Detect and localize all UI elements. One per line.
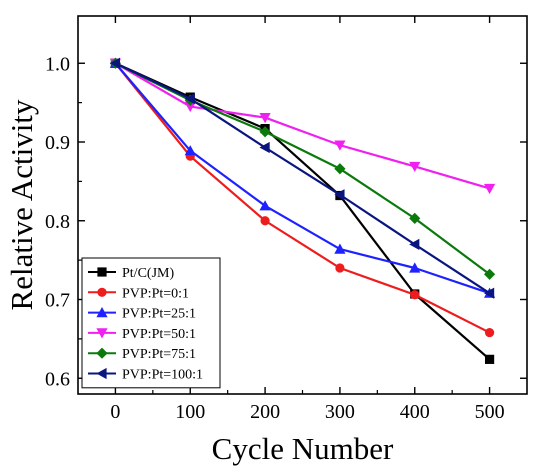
data-point — [259, 126, 271, 138]
data-point — [483, 287, 495, 299]
series-line-4 — [114, 62, 490, 190]
data-point — [483, 268, 496, 280]
data-point — [109, 57, 121, 69]
series-line-5 — [114, 62, 491, 276]
x-tick-label: 500 — [475, 401, 505, 423]
legend-marker — [97, 267, 107, 277]
x-tick-label: 300 — [325, 401, 355, 423]
series-line-3 — [114, 62, 490, 295]
data-point — [334, 163, 346, 175]
legend-marker — [96, 328, 108, 339]
legend-marker — [97, 287, 107, 297]
data-point — [335, 263, 345, 273]
data-point — [334, 140, 346, 151]
y-tick-label: 0.9 — [45, 132, 70, 154]
legend-box — [81, 257, 221, 389]
legend-label: PVP:Pt=0:1 — [122, 286, 189, 301]
data-point — [334, 243, 346, 254]
legend-label: PVP:Pt=100:1 — [122, 368, 203, 383]
x-axis-title: Cycle Number — [212, 431, 394, 466]
data-point — [184, 93, 195, 105]
y-tick-label: 0.7 — [45, 290, 70, 312]
data-point — [259, 200, 271, 211]
legend-label: PVP:Pt=75:1 — [122, 347, 196, 362]
data-point — [484, 327, 495, 338]
y-axis-title: Relative Activity — [4, 99, 39, 310]
data-point — [409, 262, 421, 273]
data-point — [483, 183, 496, 195]
x-tick-label: 100 — [175, 401, 205, 423]
data-point — [259, 141, 270, 154]
y-tick-label: 1.0 — [45, 53, 70, 75]
data-point — [184, 145, 196, 156]
data-point — [184, 101, 196, 113]
y-tick-label: 0.8 — [45, 211, 70, 233]
data-point — [409, 238, 420, 250]
series-line-1 — [114, 62, 491, 361]
data-point — [259, 112, 271, 124]
x-tick-label: 200 — [250, 401, 280, 423]
series-line-2 — [114, 62, 491, 334]
x-tick-label: 400 — [400, 401, 430, 423]
legend-marker — [96, 367, 107, 380]
data-point — [260, 216, 270, 226]
axes: 0 100 200 300 400 500 0.6 0.7 0.8 0.9 1.0 — [45, 15, 528, 423]
data-point — [409, 212, 421, 224]
legend-marker — [96, 347, 108, 359]
legend-marker — [96, 307, 108, 318]
data-point — [484, 354, 495, 364]
legend: Pt/C(JM) PVP:Pt=0:1 PVP:Pt=25:1 PVP:Pt=50:1… — [81, 257, 221, 389]
data-point — [334, 189, 345, 201]
data-point — [410, 290, 420, 300]
y-tick-label: 0.6 — [45, 368, 70, 390]
legend-label: PVP:Pt=50:1 — [122, 327, 196, 342]
data-point — [409, 161, 421, 173]
series-line-6 — [114, 62, 491, 295]
legend-label: Pt/C(JM) — [122, 266, 174, 281]
legend-label: PVP:Pt=25:1 — [122, 307, 196, 322]
plot-area — [109, 57, 496, 364]
x-tick-label: 0 — [110, 401, 120, 423]
